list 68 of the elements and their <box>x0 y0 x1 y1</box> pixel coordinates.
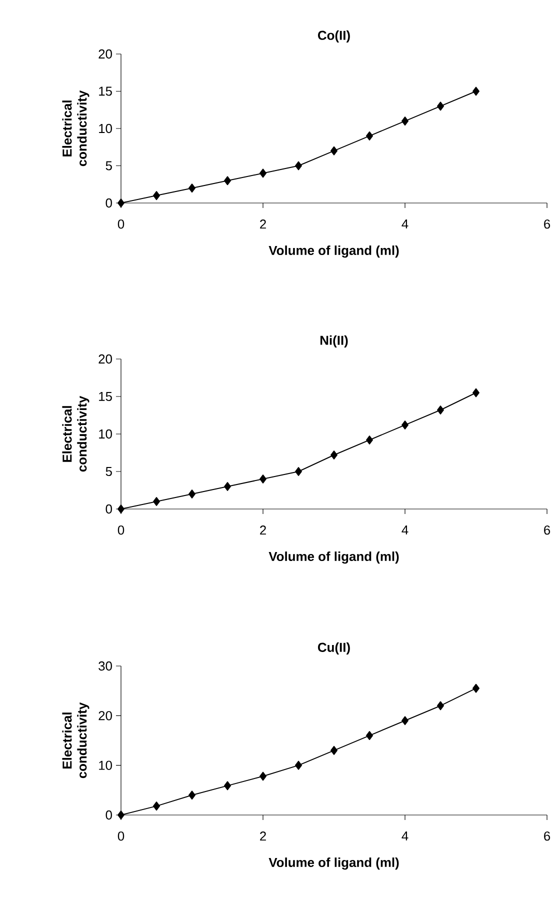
point <box>118 504 124 514</box>
point <box>153 496 160 506</box>
point <box>437 701 444 710</box>
point <box>402 716 409 726</box>
x-tick-label: 2 <box>260 526 266 535</box>
x-tick-label: 2 <box>260 220 266 229</box>
point <box>402 420 409 430</box>
point <box>472 388 480 398</box>
y-tick-label: 20 <box>98 49 112 59</box>
x-tick-label: 4 <box>402 220 408 228</box>
x-tick-label: 0 <box>118 832 124 841</box>
y-tick-label: 10 <box>99 429 112 439</box>
point <box>153 191 160 200</box>
point <box>153 802 160 811</box>
y-tick-label: 30 <box>98 661 112 671</box>
x-tick-label: 6 <box>544 220 550 229</box>
point <box>224 176 232 186</box>
point <box>366 731 374 740</box>
x-tick-label: 0 <box>118 526 124 535</box>
y-tick-label: 0 <box>106 810 112 820</box>
x-tick-label: 2 <box>260 832 266 841</box>
point <box>188 790 196 800</box>
point <box>472 86 480 96</box>
y-tick-label: 0 <box>106 504 112 514</box>
x-tick-label: 6 <box>544 526 550 535</box>
y-tick-label: 10 <box>99 124 112 134</box>
point <box>472 684 480 693</box>
point <box>188 489 196 498</box>
point <box>224 482 232 491</box>
y-axis-title: Electrical conductivity <box>62 702 90 778</box>
y-axis-title: Electrical conductivity <box>62 90 90 166</box>
point <box>366 435 374 444</box>
y-tick-label: 5 <box>106 466 112 476</box>
y-tick-label: 5 <box>106 161 112 170</box>
x-axis-title: Volume of ligand (ml) <box>268 858 399 870</box>
point <box>402 116 409 126</box>
chart-title: Co(II) <box>318 30 350 42</box>
point <box>118 198 124 208</box>
point <box>260 474 267 484</box>
y-tick-label: 20 <box>98 354 112 364</box>
y-axis-title: Electrical conductivity <box>62 396 90 472</box>
x-tick-label: 6 <box>544 832 550 841</box>
point <box>295 760 302 770</box>
y-tick-label: 0 <box>106 198 112 208</box>
y-tick-label: 15 <box>99 86 112 96</box>
y-tick-label: 20 <box>98 711 112 720</box>
point <box>330 746 338 755</box>
point <box>437 102 444 111</box>
y-tick-label: 15 <box>99 392 112 402</box>
point <box>295 466 302 476</box>
point <box>260 168 267 178</box>
x-axis-title: Volume of ligand (ml) <box>268 552 399 564</box>
point <box>330 450 338 460</box>
point <box>224 781 232 790</box>
point <box>295 161 302 170</box>
point <box>437 405 444 414</box>
x-axis-title: Volume of ligand (ml) <box>268 246 399 258</box>
chart-title: Ni(II) <box>320 335 348 348</box>
x-tick-label: 4 <box>402 832 408 840</box>
point <box>260 772 267 781</box>
point <box>188 184 196 193</box>
point <box>118 810 124 820</box>
x-tick-label: 0 <box>118 220 124 229</box>
point <box>330 146 338 156</box>
y-tick-label: 10 <box>99 760 112 770</box>
chart-title: Cu(II) <box>318 642 350 655</box>
x-tick-label: 4 <box>402 526 408 534</box>
point <box>366 131 374 140</box>
